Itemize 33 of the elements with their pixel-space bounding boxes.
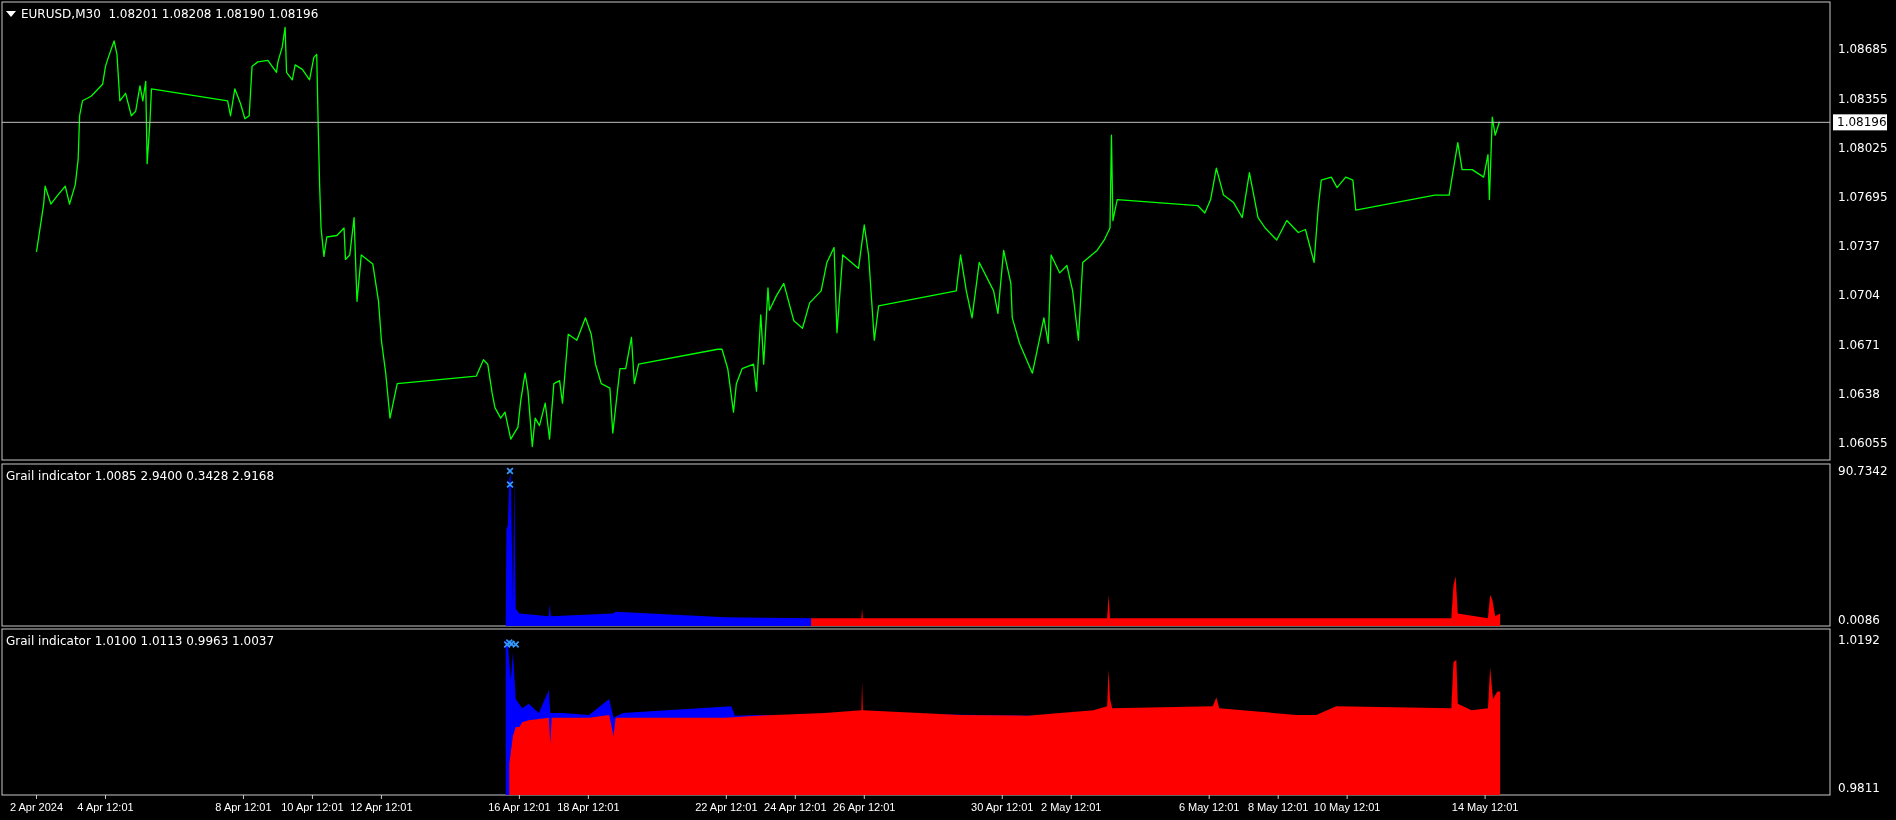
y-tick-label: 90.7342: [1838, 464, 1888, 479]
y-tick-label: 1.0737: [1838, 238, 1880, 253]
y-tick-label: 1.0671: [1838, 337, 1880, 352]
y-tick-label: 1.08355: [1838, 91, 1888, 106]
x-tick-label: 4 Apr 12:01: [77, 801, 134, 813]
x-tick-label: 8 May 12:01: [1247, 801, 1309, 813]
y-tick-label: 1.0192: [1838, 632, 1880, 647]
x-tick-label: 10 May 12:01: [1313, 801, 1381, 813]
x-tick-label: 18 Apr 12:01: [557, 801, 620, 813]
x-tick-label: 2 May 12:01: [1040, 801, 1102, 813]
y-tick-label: 1.0638: [1838, 387, 1880, 402]
x-tick-label: 26 Apr 12:01: [833, 801, 896, 813]
y-tick-label: 1.08025: [1838, 140, 1888, 155]
chart-title: Grail indicator 1.0100 1.0113 0.9963 1.0037: [6, 634, 275, 648]
x-tick-label: 30 Apr 12:01: [971, 801, 1034, 813]
chart-title: EURUSD,M30 1.08201 1.08208 1.08190 1.08196: [21, 7, 319, 21]
x-tick-label: 10 Apr 12:01: [281, 801, 344, 813]
x-tick-label: 2 Apr 2024: [9, 801, 64, 813]
y-tick-label: 1.06055: [1838, 435, 1888, 450]
x-tick-label: 12 Apr 12:01: [350, 801, 413, 813]
y-tick-label: 1.07695: [1838, 190, 1888, 205]
x-tick-label: 16 Apr 12:01: [488, 801, 551, 813]
x-tick-label: 6 May 12:01: [1178, 801, 1240, 813]
y-tick-label: 1.0704: [1838, 288, 1880, 303]
x-tick-label: 22 Apr 12:01: [695, 801, 758, 813]
chart-title: Grail indicator 1.0085 2.9400 0.3428 2.9168: [6, 469, 275, 483]
x-tick-label: 8 Apr 12:01: [215, 801, 272, 813]
y-tick-label: 0.0086: [1838, 612, 1880, 627]
y-tick-label: 1.08685: [1838, 42, 1888, 57]
ref-line-label: 1.08196: [1837, 115, 1887, 130]
y-tick-label: 0.9811: [1838, 781, 1880, 795]
x-tick-label: 14 May 12:01: [1451, 801, 1519, 813]
x-tick-label: 24 Apr 12:01: [764, 801, 827, 813]
